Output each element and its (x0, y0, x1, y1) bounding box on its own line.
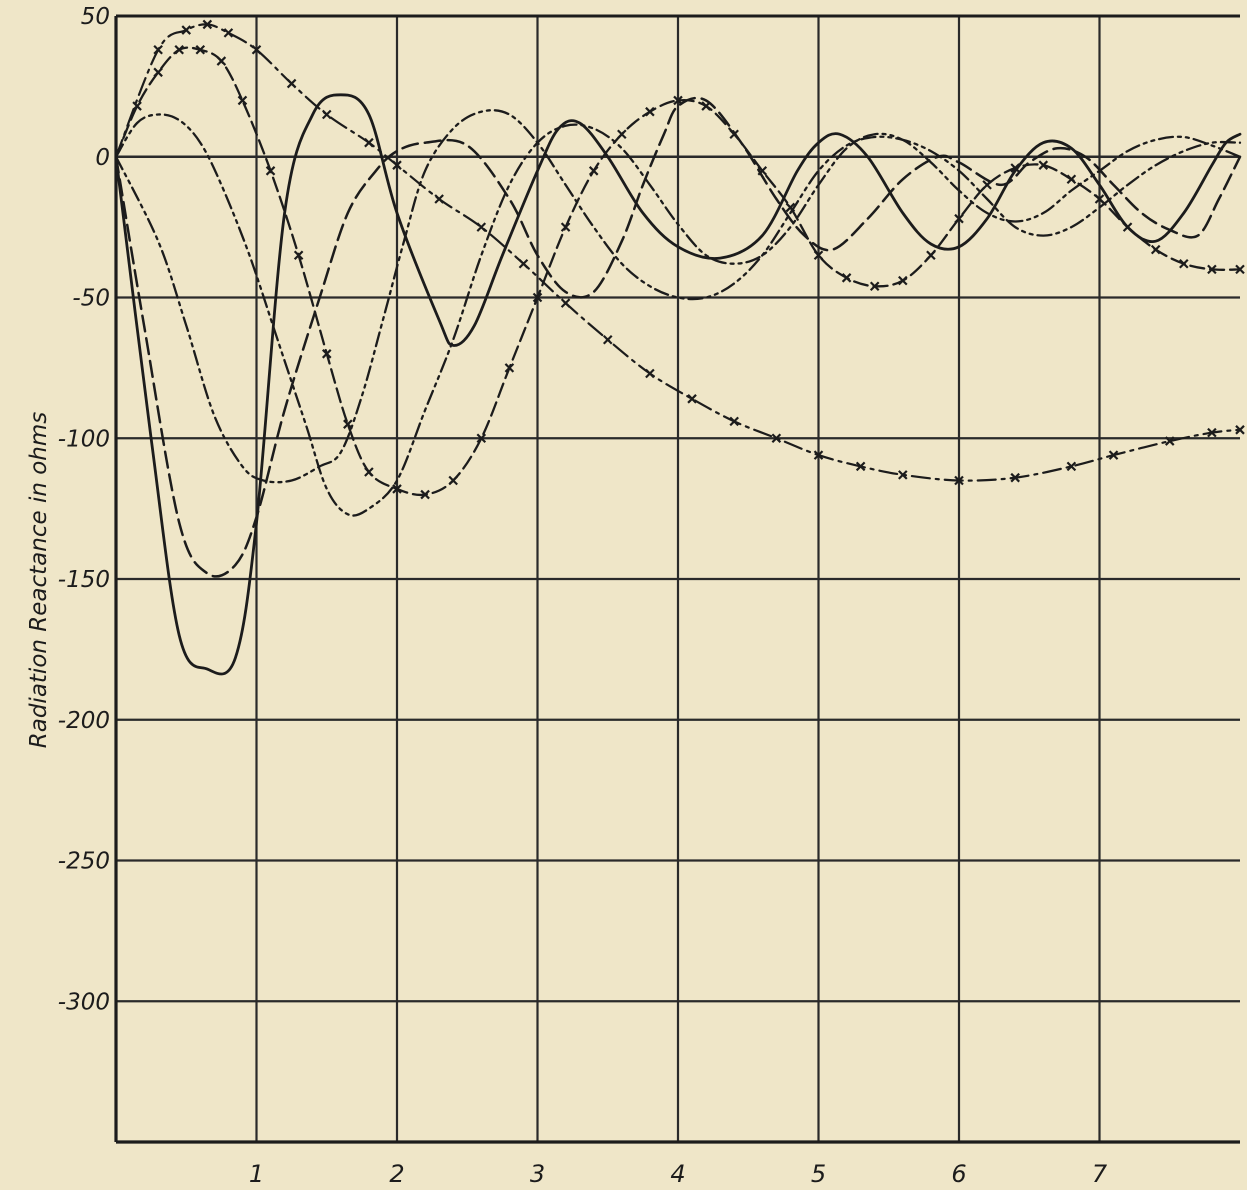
grid-lines (116, 16, 1240, 1142)
series-4-point (392, 484, 402, 494)
series-4-point (729, 129, 739, 140)
series-4-point (1066, 174, 1077, 185)
series-4-point (813, 250, 824, 261)
tick-labels: 50 0 -50 -100 -150 -200 -250 -300 1 2 3 4 5 6 7 (58, 4, 1108, 1188)
series-4-point (321, 349, 332, 359)
series-4-point (841, 273, 852, 283)
x-tick-label: 7 (1092, 1160, 1108, 1188)
y-tick-label: -200 (58, 708, 110, 734)
series-4-point (617, 129, 627, 140)
series-6-line (114, 113, 1242, 517)
series-3-point (645, 368, 655, 379)
series-3-point (251, 45, 262, 55)
series-4-point (420, 489, 430, 500)
series-4-point (1122, 222, 1133, 232)
series-3-point (153, 45, 163, 55)
series-4-point (560, 222, 571, 232)
y-tick-label: -250 (58, 849, 110, 875)
series-4-point (195, 45, 206, 55)
y-tick-label: 0 (95, 145, 110, 171)
series-4-point (504, 363, 515, 373)
series-1-line (114, 93, 1242, 676)
series-3-point (687, 394, 697, 404)
series-4-point (1038, 160, 1049, 170)
series-4-point (293, 250, 304, 261)
x-tick-label: 3 (530, 1160, 545, 1188)
y-axis-label: Radiation Reactance in ohms (26, 412, 52, 749)
x-tick-label: 6 (951, 1160, 966, 1188)
series-3-point (1164, 436, 1175, 446)
series-4-point (898, 275, 908, 286)
x-tick-label: 1 (249, 1160, 264, 1188)
series-3-point (321, 109, 332, 120)
series-3-point (813, 450, 824, 460)
series-3-point (434, 194, 444, 204)
series-3-point (202, 19, 213, 30)
series-4-point (237, 95, 248, 106)
series-3-point (855, 461, 866, 472)
series-3-point (286, 78, 297, 89)
series-4-point (1150, 244, 1161, 255)
y-tick-label: 50 (81, 4, 110, 30)
series-3-point (518, 258, 529, 269)
series-3-point (729, 416, 739, 427)
series-4-point (532, 292, 543, 303)
x-tick-label: 5 (811, 1160, 826, 1188)
series-4-point (982, 180, 992, 190)
series-3-point (1066, 461, 1077, 472)
series-4-point (645, 106, 655, 117)
series-3-point (1207, 427, 1217, 438)
series-4-point (216, 56, 227, 66)
series-4-point (1094, 194, 1105, 204)
series-4-point (954, 213, 964, 224)
series-3-point (602, 334, 613, 345)
series-4-point (174, 45, 185, 55)
series-4-point (153, 67, 163, 78)
series-2-line (114, 96, 1242, 578)
y-tick-label: -300 (58, 989, 110, 1015)
series-4-point (1010, 163, 1020, 173)
series-3-point (1108, 450, 1119, 460)
series-4-point (757, 166, 768, 176)
series-3-point (223, 28, 234, 38)
series-3-point (476, 222, 487, 232)
series-4-point (343, 419, 353, 429)
series-3-point (560, 298, 571, 308)
series-4-point (265, 166, 276, 176)
plot-frame (114, 14, 1240, 1144)
series-3-point (771, 433, 782, 444)
series-3-point (1235, 425, 1245, 435)
y-tick-label: -150 (58, 567, 110, 593)
series-4-point (1235, 264, 1245, 275)
series-4-point (132, 101, 142, 111)
series-3-point (181, 25, 192, 35)
y-tick-label: -100 (58, 426, 110, 452)
series-4-point (364, 467, 374, 477)
series-3-line (114, 23, 1242, 482)
series-3-point (1010, 472, 1020, 483)
series-4-point (588, 166, 599, 176)
series-4-point (869, 281, 880, 292)
series-3-point (898, 470, 908, 480)
series-4-point (1179, 258, 1189, 269)
series-4-point (701, 101, 711, 111)
series-4-point (1207, 264, 1217, 275)
series-3-point (364, 137, 374, 148)
series-lines (114, 19, 1245, 676)
x-tick-label: 2 (389, 1160, 404, 1188)
series-4-point (476, 433, 487, 444)
series-4-point (448, 475, 458, 486)
series-3-point (392, 160, 402, 170)
series-4-point (926, 250, 936, 261)
series-4-point (673, 95, 683, 106)
series-3-point (954, 475, 964, 486)
y-tick-label: -50 (72, 286, 110, 312)
series-5-line (114, 109, 1242, 484)
x-tick-label: 4 (670, 1160, 685, 1188)
